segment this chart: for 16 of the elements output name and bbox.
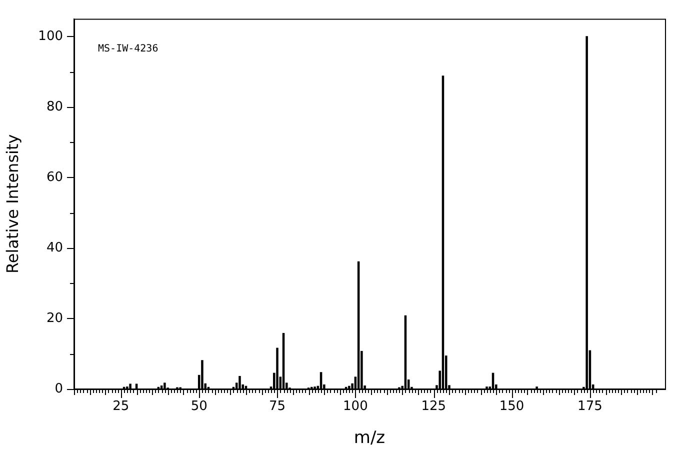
- x-tick-label: 100: [343, 399, 368, 414]
- x-tick-label: 50: [190, 399, 208, 414]
- y-tick-label: 40: [46, 240, 64, 256]
- x-tick-label: 175: [578, 399, 602, 414]
- x-tick-label: 125: [421, 399, 446, 414]
- y-axis-title: Relative Intensity: [2, 134, 22, 274]
- x-tick-label: 25: [112, 399, 130, 414]
- x-tick-label: 75: [268, 399, 286, 414]
- y-tick-label: 100: [38, 28, 64, 44]
- y-tick-label: 80: [46, 99, 64, 114]
- x-axis-title: m/z: [354, 428, 386, 448]
- annotation: MS-IW-4236: [98, 43, 158, 54]
- y-tick-label: 20: [46, 310, 64, 326]
- y-tick-label: 60: [46, 170, 64, 185]
- x-tick-label: 150: [499, 399, 524, 414]
- y-tick-label: 0: [54, 381, 64, 396]
